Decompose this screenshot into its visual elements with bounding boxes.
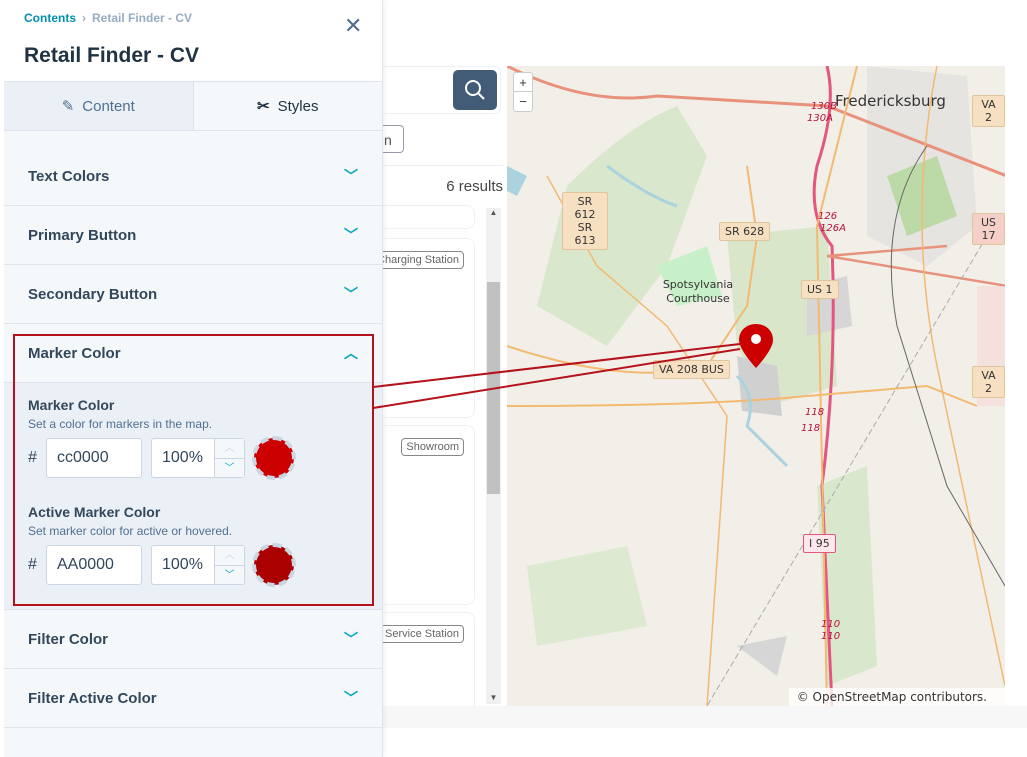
marker-hex-input[interactable]: cc0000 xyxy=(46,438,142,478)
place-label: Spotsylvania Courthouse xyxy=(662,278,734,305)
map-marker-icon[interactable] xyxy=(739,324,773,368)
chevron-down-icon: ﹀ xyxy=(344,286,358,302)
exit-label: 118 xyxy=(805,407,825,418)
field-help: Set a color for markers in the map. xyxy=(28,417,213,431)
results-scrollbar[interactable]: ▲ ▼ xyxy=(486,208,501,704)
road-shield: US 17 xyxy=(972,213,1005,245)
location-card[interactable] xyxy=(383,205,475,229)
opacity-value[interactable]: 100% xyxy=(162,449,203,466)
section-text-colors[interactable]: Text Colors ﹀ xyxy=(4,147,382,206)
search-icon xyxy=(465,80,485,100)
tab-label: Styles xyxy=(277,97,319,115)
section-primary-button[interactable]: Primary Button ﹀ xyxy=(4,206,382,265)
scroll-up-icon[interactable]: ▲ xyxy=(489,208,498,217)
section-secondary-button[interactable]: Secondary Button ﹀ xyxy=(4,265,382,324)
section-filter-color[interactable]: Filter Color ﹀ xyxy=(4,610,382,669)
zoom-in-button[interactable]: + xyxy=(514,73,532,92)
marker-color-swatch[interactable] xyxy=(252,436,296,480)
chevron-down-icon: ﹀ xyxy=(344,690,358,706)
map[interactable]: + − Fredericksburg Spotsylvania Courthou… xyxy=(507,66,1005,706)
chevron-down-icon: ﹀ xyxy=(344,631,358,647)
road-shield: VA 2 xyxy=(972,95,1005,127)
chevron-down-icon: ﹀ xyxy=(344,227,358,243)
section-label: Marker Color xyxy=(28,344,121,362)
category-chip: Service Station xyxy=(380,625,464,643)
section-label: Primary Button xyxy=(28,226,137,244)
active-marker-color-swatch[interactable] xyxy=(252,543,296,587)
road-shield: VA 2 xyxy=(972,366,1005,398)
field-label: Active Marker Color xyxy=(28,504,161,520)
tab-label: Content xyxy=(82,97,135,115)
section-label: Filter Color xyxy=(28,630,109,648)
section-label: Filter Active Color xyxy=(28,689,157,707)
exit-label: 130B xyxy=(811,101,837,112)
map-tiles xyxy=(507,66,1005,706)
chevron-down-icon: ﹀ xyxy=(344,168,358,184)
map-attribution[interactable]: © OpenStreetMap contributors. xyxy=(788,688,1005,706)
breadcrumb: Contents › Retail Finder - CV xyxy=(24,11,193,25)
pencil-icon: ✎ xyxy=(61,98,75,115)
section-label: Secondary Button xyxy=(28,285,158,303)
preview-footer xyxy=(383,706,1027,728)
chevron-down-icon[interactable]: ﹀ xyxy=(224,463,235,474)
opacity-value[interactable]: 100% xyxy=(162,556,203,573)
place-label: Fredericksburg xyxy=(835,92,946,110)
scroll-down-icon[interactable]: ▼ xyxy=(489,693,498,702)
chevron-up-icon[interactable]: ︿ xyxy=(215,439,244,459)
marker-color-body: Marker Color Set a color for markers in … xyxy=(4,383,382,610)
chevron-down-icon[interactable]: ﹀ xyxy=(224,570,235,581)
page-title: Retail Finder - CV xyxy=(24,44,200,67)
field-label: Marker Color xyxy=(28,397,115,413)
road-shield: SR 612 SR 613 xyxy=(562,192,608,250)
tab-styles[interactable]: ✂ Styles xyxy=(194,82,383,130)
tab-content[interactable]: ✎ Content xyxy=(4,82,194,130)
settings-panel: Contents › Retail Finder - CV Retail Finde… xyxy=(4,0,383,757)
chevron-up-icon: ︿ xyxy=(344,345,358,361)
category-chip: Charging Station xyxy=(378,251,464,269)
section-label: Text Colors xyxy=(28,167,110,185)
hash-label: # xyxy=(28,449,37,466)
location-card[interactable]: Service Station xyxy=(380,612,475,712)
search-button[interactable] xyxy=(453,70,497,110)
road-shield: VA 208 BUS xyxy=(653,360,730,379)
category-chip: Showroom xyxy=(401,438,464,456)
hash-label: # xyxy=(28,556,37,573)
road-shield: SR 628 xyxy=(719,222,771,241)
location-card[interactable]: Showroom xyxy=(383,425,475,605)
exit-label: 126 xyxy=(818,211,838,222)
field-help: Set marker color for active or hovered. xyxy=(28,524,233,538)
exit-label: 118 xyxy=(801,423,821,434)
brush-icon: ✂ xyxy=(257,98,270,115)
active-marker-hex-input[interactable]: AA0000 xyxy=(46,545,142,585)
close-icon[interactable]: ✕ xyxy=(344,13,363,38)
active-marker-opacity-stepper[interactable]: 100% ︿ ﹀ xyxy=(151,545,245,585)
location-card[interactable]: Charging Station xyxy=(378,238,475,418)
section-filter-active-color[interactable]: Filter Active Color ﹀ xyxy=(4,669,382,728)
exit-label: 126A xyxy=(820,223,846,234)
exit-label: 110 xyxy=(821,619,841,630)
marker-opacity-stepper[interactable]: 100% ︿ ﹀ xyxy=(151,438,245,478)
results-count: 6 results xyxy=(383,165,503,195)
breadcrumb-contents-link[interactable]: Contents xyxy=(24,11,76,25)
zoom-out-button[interactable]: − xyxy=(519,94,527,109)
exit-label: 110 xyxy=(821,631,841,642)
section-marker-color[interactable]: Marker Color ︿ xyxy=(4,324,382,383)
exit-label: 130A xyxy=(807,113,833,124)
road-shield: I 95 xyxy=(803,534,836,553)
road-shield: US 1 xyxy=(801,280,839,299)
chevron-up-icon[interactable]: ︿ xyxy=(215,546,244,566)
scrollbar-thumb[interactable] xyxy=(487,282,500,494)
breadcrumb-current: Retail Finder - CV xyxy=(92,11,193,25)
map-zoom-control: + − xyxy=(513,72,533,112)
